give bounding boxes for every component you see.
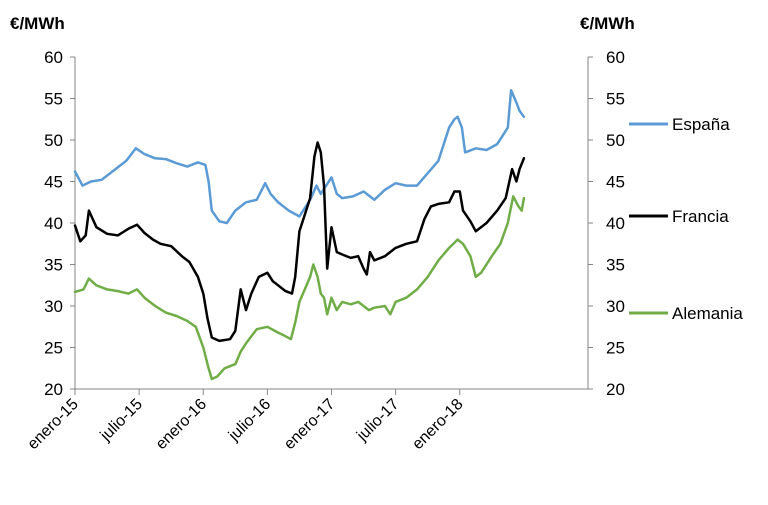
right-axis-unit: €/MWh: [580, 14, 635, 33]
x-tick-label: enero-18: [409, 396, 466, 453]
series-line-2: [73, 195, 526, 381]
series-line-1: [73, 141, 526, 343]
legend-label-0: España: [672, 115, 730, 134]
y-tick-label-right: 60: [606, 48, 625, 67]
y-tick-label-left: 50: [44, 131, 63, 150]
y-tick-label-right: 25: [606, 339, 625, 358]
y-tick-label-left: 55: [44, 90, 63, 109]
y-tick-label-left: 40: [44, 214, 63, 233]
x-tick-label: julio-16: [225, 396, 274, 445]
left-axis-unit: €/MWh: [10, 14, 65, 33]
legend-label-2: Alemania: [672, 304, 743, 323]
y-tick-label-left: 25: [44, 339, 63, 358]
x-tick-label: julio-17: [353, 396, 402, 445]
x-tick-label: enero-15: [25, 396, 82, 453]
axes: 20 20 25 25 30 30 35 35 40 40 45 45 50 50 55 55 60 60 ener…: [25, 48, 625, 453]
series-lines: [73, 88, 526, 381]
y-tick-label-right: 55: [606, 90, 625, 109]
y-tick-label-right: 20: [606, 380, 625, 399]
x-tick-label: enero-17: [281, 396, 338, 453]
series-line-0: [73, 88, 526, 225]
y-tick-label-right: 30: [606, 297, 625, 316]
y-tick-label-right: 40: [606, 214, 625, 233]
y-tick-label-right: 45: [606, 173, 625, 192]
y-tick-label-left: 45: [44, 173, 63, 192]
y-tick-label-left: 60: [44, 48, 63, 67]
y-tick-label-left: 20: [44, 380, 63, 399]
y-tick-label-left: 35: [44, 256, 63, 275]
y-tick-label-right: 35: [606, 256, 625, 275]
y-tick-label-left: 30: [44, 297, 63, 316]
y-tick-label-right: 50: [606, 131, 625, 150]
x-tick-label: enero-16: [153, 396, 210, 453]
x-tick-label: julio-15: [97, 396, 146, 445]
legend: España Francia Alemania: [629, 115, 743, 323]
legend-label-1: Francia: [672, 207, 729, 226]
